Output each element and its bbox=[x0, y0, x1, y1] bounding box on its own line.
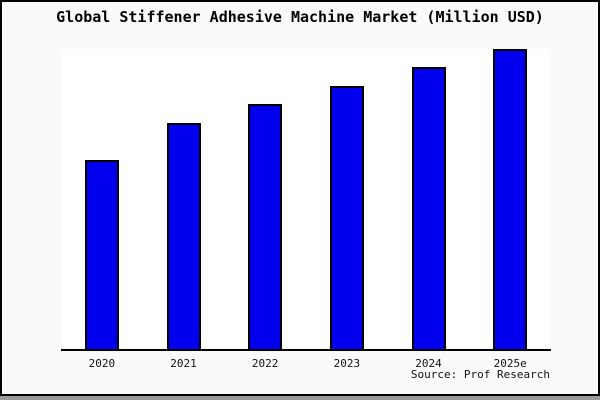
x-tick-2024: 2024 bbox=[415, 357, 442, 370]
bar-2022 bbox=[248, 103, 283, 349]
x-axis-labels: 2020 2021 2022 2023 2024 2025e bbox=[61, 357, 551, 370]
bar-2021 bbox=[166, 123, 201, 349]
bar-2025e bbox=[493, 49, 528, 349]
bars-container bbox=[61, 49, 551, 349]
bar-2020 bbox=[84, 160, 119, 349]
x-tick-2020: 2020 bbox=[88, 357, 116, 370]
source-label: Source: Prof Research bbox=[410, 368, 550, 381]
bar-band bbox=[61, 49, 143, 349]
x-tick-2025e: 2025e bbox=[493, 357, 527, 370]
bar-band bbox=[388, 49, 470, 349]
x-tick-2021: 2021 bbox=[170, 357, 197, 370]
bar-2023 bbox=[329, 85, 364, 349]
chart-title: Global Stiffener Adhesive Machine Market… bbox=[56, 8, 544, 26]
bar-band bbox=[143, 49, 225, 349]
bar-band bbox=[306, 49, 388, 349]
plot-area bbox=[61, 49, 551, 351]
x-tick-2023: 2023 bbox=[333, 357, 361, 370]
x-tick-2022: 2022 bbox=[251, 357, 279, 370]
bar-2024 bbox=[411, 67, 446, 349]
bar-band bbox=[224, 49, 306, 349]
bar-band bbox=[469, 49, 551, 349]
